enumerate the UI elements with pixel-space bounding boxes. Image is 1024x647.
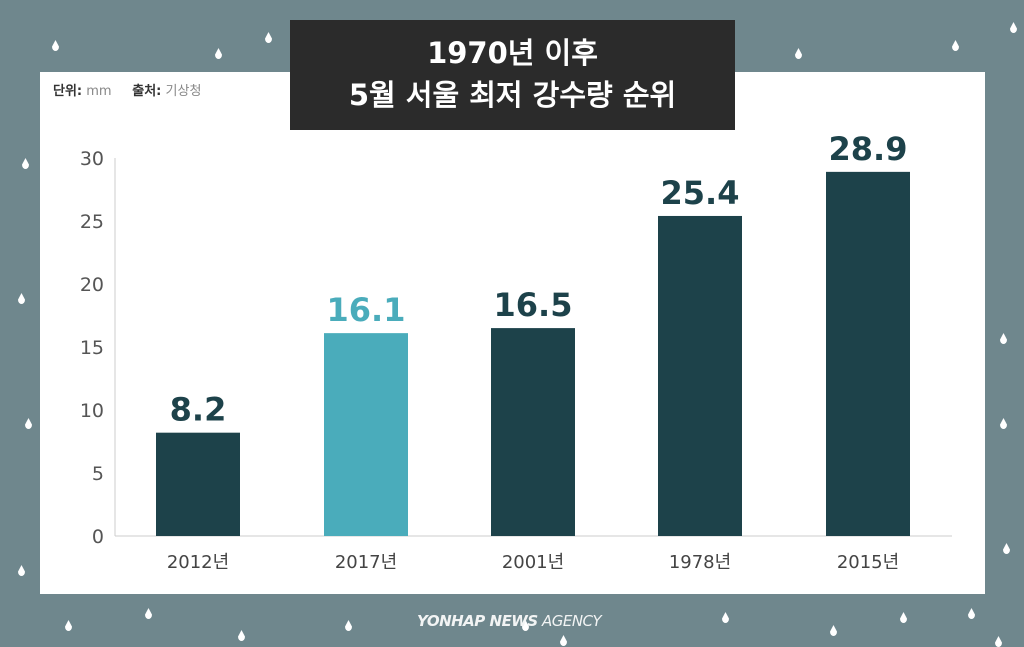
raindrop-icon bbox=[25, 418, 32, 429]
raindrop-icon bbox=[1000, 418, 1007, 429]
x-tick-label: 2012년 bbox=[167, 552, 229, 573]
raindrop-icon bbox=[1000, 333, 1007, 344]
raindrop-icon bbox=[215, 48, 222, 59]
raindrop-icon bbox=[18, 565, 25, 576]
chart-meta: 단위: mm 출처: 기상청 bbox=[53, 80, 201, 99]
unit-label: 단위: bbox=[53, 84, 83, 99]
bar bbox=[658, 215, 742, 536]
logo-bold: YONHAP NEWS bbox=[417, 612, 538, 630]
raindrop-icon bbox=[52, 40, 59, 51]
title-line-2: 5월 서울 최저 강수량 순위 bbox=[348, 78, 677, 112]
bar bbox=[491, 328, 575, 536]
raindrop-icon bbox=[345, 620, 352, 631]
raindrop-icon bbox=[900, 612, 907, 623]
x-tick-label: 2017년 bbox=[335, 552, 397, 573]
bar bbox=[826, 171, 910, 537]
y-tick-label: 10 bbox=[80, 400, 104, 422]
raindrop-icon bbox=[1003, 543, 1010, 554]
y-tick-label: 30 bbox=[80, 148, 104, 170]
raindrop-icon bbox=[1010, 22, 1017, 33]
raindrop-icon bbox=[795, 48, 802, 59]
x-tick-label: 2001년 bbox=[502, 552, 564, 573]
data-label: 16.5 bbox=[494, 286, 573, 324]
data-label: 8.2 bbox=[170, 391, 227, 429]
raindrop-icon bbox=[995, 636, 1002, 647]
raindrop-icon bbox=[560, 635, 567, 646]
y-tick-label: 20 bbox=[80, 274, 104, 296]
raindrop-icon bbox=[522, 620, 529, 631]
raindrop-icon bbox=[830, 625, 837, 636]
data-label: 16.1 bbox=[327, 291, 406, 329]
raindrop-icon bbox=[145, 608, 152, 619]
title-line-1: 1970년 이후 bbox=[427, 36, 598, 70]
bar bbox=[156, 432, 240, 536]
logo-light: AGENCY bbox=[541, 612, 602, 630]
bar bbox=[324, 333, 408, 536]
raindrop-icon bbox=[18, 293, 25, 304]
raindrop-icon bbox=[238, 630, 245, 641]
source-label: 출처: bbox=[132, 84, 162, 99]
raindrop-icon bbox=[22, 158, 29, 169]
raindrop-icon bbox=[722, 612, 729, 623]
data-label: 28.9 bbox=[829, 130, 908, 168]
y-tick-label: 5 bbox=[92, 463, 104, 485]
y-tick-label: 0 bbox=[92, 526, 104, 548]
data-label: 25.4 bbox=[661, 174, 740, 212]
raindrop-icon bbox=[968, 608, 975, 619]
chart-title: 1970년 이후 5월 서울 최저 강수량 순위 bbox=[290, 20, 735, 130]
x-tick-label: 1978년 bbox=[669, 552, 731, 573]
yonhap-logo: YONHAP NEWS AGENCY bbox=[417, 612, 602, 630]
source-value: 기상청 bbox=[165, 84, 202, 99]
raindrop-icon bbox=[265, 32, 272, 43]
y-tick-label: 25 bbox=[80, 211, 104, 233]
x-tick-label: 2015년 bbox=[837, 552, 899, 573]
raindrop-icon bbox=[65, 620, 72, 631]
y-tick-label: 15 bbox=[80, 337, 104, 359]
unit-value: mm bbox=[86, 84, 112, 99]
raindrop-icon bbox=[952, 40, 959, 51]
